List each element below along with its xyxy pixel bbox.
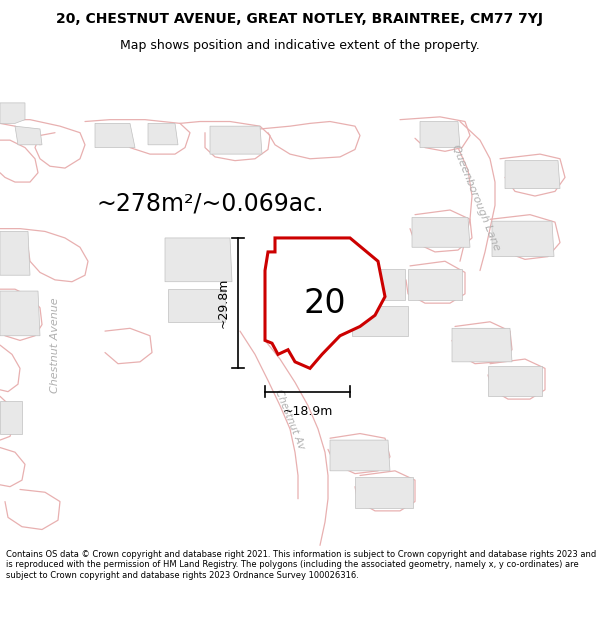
Polygon shape [265,238,385,368]
Polygon shape [352,306,408,336]
Polygon shape [0,231,30,275]
Text: Queenborough Lane: Queenborough Lane [450,144,502,252]
Text: Map shows position and indicative extent of the property.: Map shows position and indicative extent… [120,39,480,52]
Polygon shape [420,121,460,148]
Text: Contains OS data © Crown copyright and database right 2021. This information is : Contains OS data © Crown copyright and d… [6,550,596,580]
Polygon shape [15,126,42,145]
Text: ~29.8m: ~29.8m [217,278,230,328]
Polygon shape [0,291,40,336]
Polygon shape [330,440,390,471]
Polygon shape [488,366,542,396]
Text: Chestnut Avenue: Chestnut Avenue [50,298,60,393]
Polygon shape [148,123,178,145]
Polygon shape [0,103,25,123]
Polygon shape [355,478,413,508]
Text: 20: 20 [304,287,346,319]
Polygon shape [505,161,560,189]
Text: ~278m²/~0.069ac.: ~278m²/~0.069ac. [96,191,324,216]
Polygon shape [168,289,225,322]
Polygon shape [210,126,262,154]
Polygon shape [165,238,232,282]
Polygon shape [350,269,405,301]
Polygon shape [0,401,22,434]
Polygon shape [412,217,470,248]
Polygon shape [452,328,512,362]
Text: 20, CHESTNUT AVENUE, GREAT NOTLEY, BRAINTREE, CM77 7YJ: 20, CHESTNUT AVENUE, GREAT NOTLEY, BRAIN… [56,12,544,26]
Polygon shape [492,221,554,257]
Polygon shape [408,269,462,301]
Text: Chestnut Av: Chestnut Av [274,388,307,451]
Polygon shape [95,123,135,148]
Text: ~18.9m: ~18.9m [283,405,332,418]
